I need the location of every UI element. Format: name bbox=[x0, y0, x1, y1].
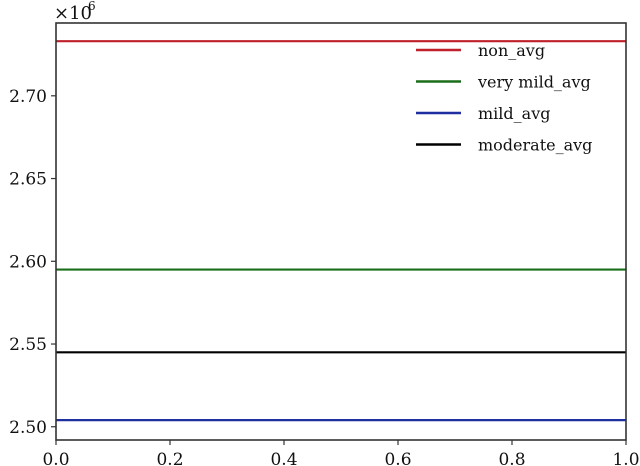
legend-label: very mild_avg bbox=[477, 73, 591, 92]
x-tick-label: 0.2 bbox=[156, 450, 183, 466]
x-tick-label: 0.4 bbox=[270, 450, 297, 466]
axes-frame bbox=[55, 22, 627, 441]
y-tick-label: 2.50 bbox=[9, 418, 47, 438]
series-layer bbox=[56, 40, 626, 422]
x-tick-label: 0.6 bbox=[384, 450, 411, 466]
legend-label: mild_avg bbox=[478, 104, 550, 123]
x-tick-label: 0.0 bbox=[42, 450, 69, 466]
x-tick-label: 0.8 bbox=[498, 450, 525, 466]
y-axis: 2.50 2.55 2.60 2.65 2.70 bbox=[9, 87, 56, 438]
y-tick-label: 2.65 bbox=[9, 170, 47, 190]
x-axis: 0.0 0.2 0.4 0.6 0.8 1.0 bbox=[42, 440, 640, 466]
y-tick-label: 2.55 bbox=[9, 335, 47, 355]
multiplier-base: ×10 bbox=[54, 3, 92, 24]
multiplier-exponent: 6 bbox=[88, 0, 96, 13]
y-tick-label: 2.70 bbox=[9, 87, 47, 107]
x-tick-label: 1.0 bbox=[612, 450, 639, 466]
y-axis-multiplier: ×10 6 bbox=[54, 0, 96, 24]
y-tick-label: 2.60 bbox=[9, 252, 47, 272]
axes-border bbox=[55, 22, 627, 441]
legend-label: moderate_avg bbox=[478, 136, 592, 155]
legend-label: non_avg bbox=[478, 41, 545, 60]
